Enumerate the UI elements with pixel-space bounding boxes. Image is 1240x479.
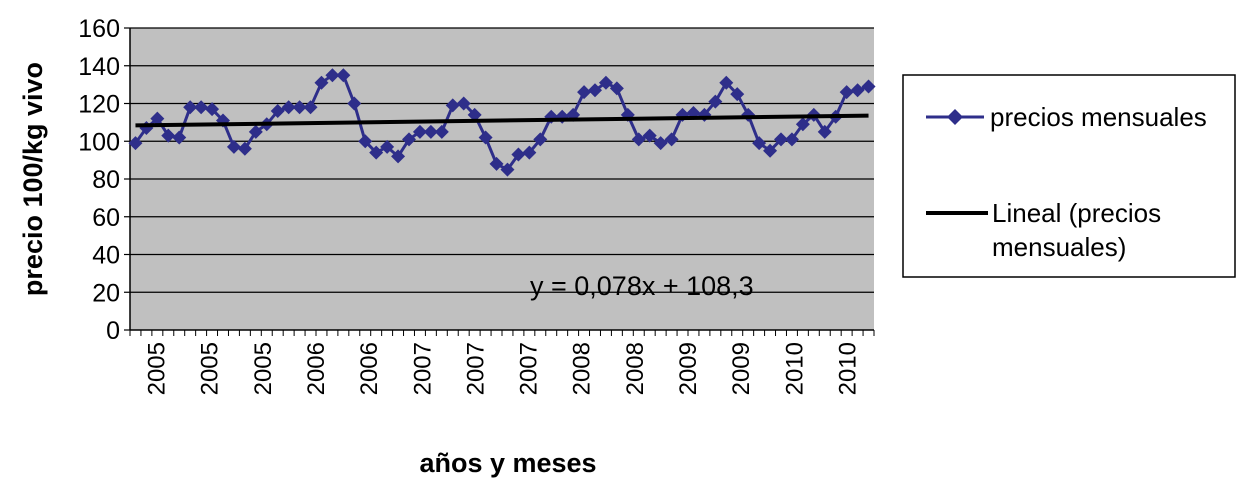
x-minor-ticks [129, 330, 875, 336]
data-point [609, 81, 624, 96]
legend-diamond-marker [947, 109, 963, 125]
x-tick-label: 2005 [144, 342, 171, 395]
data-point [511, 147, 526, 162]
legend: precios mensuales Lineal (precios mensua… [902, 74, 1236, 278]
y-tick-label: 60 [92, 204, 120, 232]
x-tick-label: 2009 [675, 342, 702, 395]
data-point [161, 128, 176, 143]
data-point [752, 136, 767, 151]
data-point [598, 75, 613, 90]
data-point [522, 145, 537, 160]
legend-series-label: precios mensuales [990, 102, 1207, 132]
data-point [194, 100, 209, 115]
y-tick-label: 20 [92, 279, 120, 307]
data-point [577, 85, 592, 100]
x-tick-label: 2007 [516, 342, 543, 395]
data-point [719, 75, 734, 90]
y-tick-label: 160 [78, 15, 120, 43]
data-point [489, 156, 504, 171]
y-axis-title: precio 100/kg vivo [18, 62, 48, 296]
data-point [380, 139, 395, 154]
data-point [839, 85, 854, 100]
y-tick-label: 100 [78, 128, 120, 156]
data-point [467, 107, 482, 122]
data-point [226, 139, 241, 154]
data-point [861, 79, 876, 94]
data-point [850, 83, 865, 98]
x-tick-labels: 2005 2005 2005 2006 2006 2007 2007 2007 2008 2008… [144, 342, 862, 395]
legend-box [902, 74, 1236, 278]
gridlines [124, 27, 874, 331]
x-tick-label: 2010 [781, 342, 808, 395]
data-point [412, 124, 427, 139]
x-tick-label: 2005 [250, 342, 277, 395]
x-tick-label: 2008 [569, 342, 596, 395]
y-tick-labels: 0 20 40 60 80 100 120 140 160 [78, 15, 120, 345]
trendline-lineal [135, 113, 869, 128]
legend-trend-label-line1: Lineal (precios [992, 198, 1161, 228]
data-point [369, 145, 384, 160]
y-tick-label: 0 [106, 317, 120, 345]
data-point [642, 128, 657, 143]
x-tick-label: 2006 [356, 342, 383, 395]
data-point [533, 132, 548, 147]
data-point [795, 117, 810, 132]
data-point [183, 100, 198, 115]
y-tick-label: 120 [78, 91, 120, 119]
x-tick-label: 2005 [197, 342, 224, 395]
data-point [402, 132, 416, 147]
data-point [139, 121, 154, 136]
data-point [270, 104, 285, 119]
data-point [730, 87, 745, 102]
data-point [588, 83, 602, 98]
data-point [237, 141, 252, 156]
y-tick-label: 40 [92, 242, 120, 270]
data-point [358, 134, 373, 149]
legend-trend-label-line2: mensuales) [992, 232, 1126, 262]
x-tick-label: 2009 [728, 342, 755, 395]
data-point [763, 143, 778, 158]
x-axis-title: años y meses [419, 448, 596, 478]
data-point [292, 100, 307, 115]
data-point [128, 136, 143, 151]
data-point [314, 75, 329, 90]
data-point [347, 96, 362, 111]
data-point [172, 130, 187, 145]
y-tick-label: 140 [78, 53, 120, 81]
data-point [631, 132, 646, 147]
x-tick-label: 2008 [622, 342, 649, 395]
x-tick-label: 2006 [303, 342, 330, 395]
data-point [445, 98, 460, 113]
data-point [391, 149, 406, 164]
data-point [664, 132, 679, 147]
trendline-equation: y = 0,078x + 108,3 [530, 271, 754, 301]
y-tick-label: 80 [92, 166, 120, 194]
data-point [500, 162, 515, 177]
data-point [336, 68, 351, 83]
data-point [423, 124, 438, 139]
data-point [150, 111, 165, 126]
x-tick-label: 2010 [834, 342, 861, 395]
data-point [303, 100, 318, 115]
data-point [434, 124, 449, 139]
data-point [653, 136, 668, 151]
data-point [456, 96, 471, 111]
data-point [205, 102, 220, 117]
data-point [478, 130, 493, 145]
trendline [135, 113, 869, 128]
data-point [774, 132, 788, 147]
data-point [248, 124, 263, 139]
data-point [708, 94, 723, 109]
data-point [817, 124, 832, 139]
x-tick-label: 2007 [409, 342, 436, 395]
data-point [325, 68, 340, 83]
data-point [784, 132, 799, 147]
data-point [281, 100, 296, 115]
x-tick-label: 2007 [462, 342, 489, 395]
